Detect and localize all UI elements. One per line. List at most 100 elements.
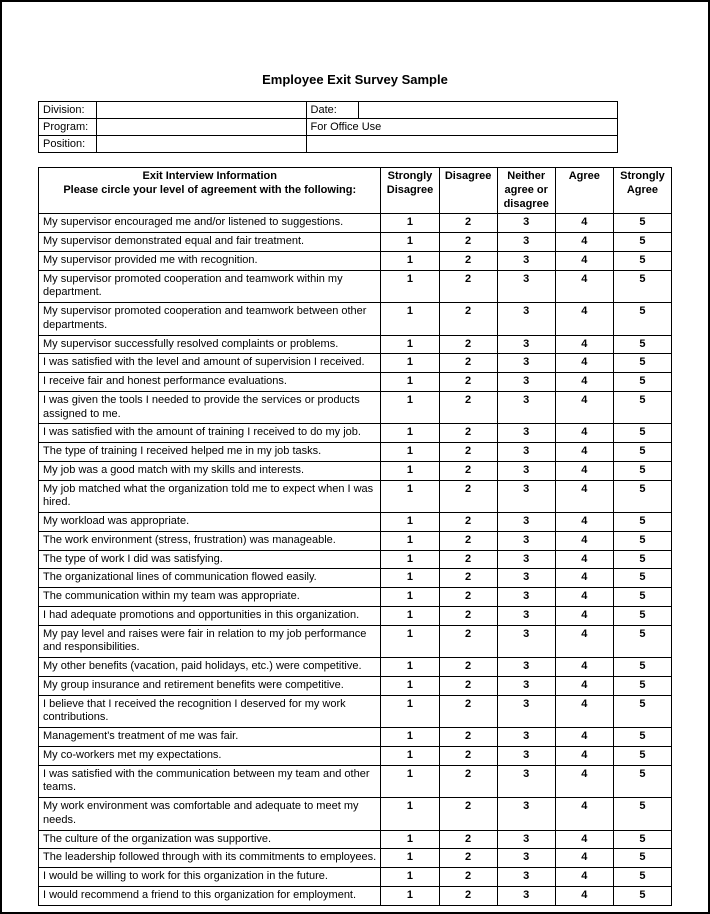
score-cell[interactable]: 3 [497,695,555,728]
score-cell[interactable]: 2 [439,868,497,887]
score-cell[interactable]: 3 [497,830,555,849]
score-cell[interactable]: 1 [381,728,439,747]
score-cell[interactable]: 3 [497,658,555,677]
score-cell[interactable]: 1 [381,569,439,588]
score-cell[interactable]: 4 [555,461,613,480]
score-cell[interactable]: 5 [613,391,671,424]
score-cell[interactable]: 5 [613,550,671,569]
score-cell[interactable]: 4 [555,606,613,625]
score-cell[interactable]: 3 [497,303,555,336]
score-cell[interactable]: 2 [439,270,497,303]
score-cell[interactable]: 3 [497,765,555,798]
score-cell[interactable]: 5 [613,335,671,354]
score-cell[interactable]: 2 [439,676,497,695]
score-cell[interactable]: 5 [613,588,671,607]
score-cell[interactable]: 4 [555,480,613,513]
score-cell[interactable]: 5 [613,531,671,550]
score-cell[interactable]: 4 [555,658,613,677]
score-cell[interactable]: 4 [555,886,613,905]
score-cell[interactable]: 4 [555,868,613,887]
score-cell[interactable]: 2 [439,354,497,373]
score-cell[interactable]: 4 [555,550,613,569]
score-cell[interactable]: 5 [613,606,671,625]
score-cell[interactable]: 2 [439,443,497,462]
score-cell[interactable]: 5 [613,214,671,233]
score-cell[interactable]: 1 [381,886,439,905]
score-cell[interactable]: 5 [613,849,671,868]
score-cell[interactable]: 3 [497,728,555,747]
score-cell[interactable]: 4 [555,676,613,695]
score-cell[interactable]: 3 [497,531,555,550]
score-cell[interactable]: 2 [439,765,497,798]
score-cell[interactable]: 4 [555,354,613,373]
score-cell[interactable]: 1 [381,303,439,336]
score-cell[interactable]: 5 [613,461,671,480]
score-cell[interactable]: 2 [439,391,497,424]
score-cell[interactable]: 1 [381,550,439,569]
score-cell[interactable]: 3 [497,625,555,658]
score-cell[interactable]: 1 [381,373,439,392]
score-cell[interactable]: 3 [497,214,555,233]
score-cell[interactable]: 4 [555,303,613,336]
score-cell[interactable]: 1 [381,765,439,798]
score-cell[interactable]: 1 [381,830,439,849]
score-cell[interactable]: 2 [439,849,497,868]
score-cell[interactable]: 3 [497,550,555,569]
score-cell[interactable]: 5 [613,868,671,887]
score-cell[interactable]: 4 [555,569,613,588]
score-cell[interactable]: 1 [381,335,439,354]
score-cell[interactable]: 5 [613,695,671,728]
score-cell[interactable]: 3 [497,868,555,887]
score-cell[interactable]: 5 [613,886,671,905]
score-cell[interactable]: 2 [439,606,497,625]
score-cell[interactable]: 4 [555,531,613,550]
score-cell[interactable]: 3 [497,480,555,513]
score-cell[interactable]: 2 [439,335,497,354]
score-cell[interactable]: 5 [613,798,671,831]
score-cell[interactable]: 3 [497,373,555,392]
score-cell[interactable]: 4 [555,233,613,252]
score-cell[interactable]: 3 [497,251,555,270]
score-cell[interactable]: 3 [497,849,555,868]
score-cell[interactable]: 4 [555,251,613,270]
score-cell[interactable]: 1 [381,513,439,532]
score-cell[interactable]: 4 [555,728,613,747]
score-cell[interactable]: 2 [439,550,497,569]
score-cell[interactable]: 1 [381,270,439,303]
score-cell[interactable]: 1 [381,480,439,513]
score-cell[interactable]: 5 [613,625,671,658]
score-cell[interactable]: 2 [439,233,497,252]
score-cell[interactable]: 1 [381,588,439,607]
score-cell[interactable]: 2 [439,625,497,658]
score-cell[interactable]: 5 [613,251,671,270]
score-cell[interactable]: 2 [439,658,497,677]
score-cell[interactable]: 1 [381,391,439,424]
score-cell[interactable]: 2 [439,461,497,480]
score-cell[interactable]: 1 [381,214,439,233]
score-cell[interactable]: 2 [439,886,497,905]
score-cell[interactable]: 2 [439,830,497,849]
score-cell[interactable]: 3 [497,391,555,424]
score-cell[interactable]: 2 [439,480,497,513]
score-cell[interactable]: 3 [497,270,555,303]
program-value[interactable] [96,119,306,136]
score-cell[interactable]: 2 [439,531,497,550]
score-cell[interactable]: 3 [497,443,555,462]
score-cell[interactable]: 5 [613,765,671,798]
score-cell[interactable]: 1 [381,606,439,625]
score-cell[interactable]: 2 [439,588,497,607]
score-cell[interactable]: 5 [613,513,671,532]
score-cell[interactable]: 3 [497,569,555,588]
score-cell[interactable]: 4 [555,214,613,233]
score-cell[interactable]: 2 [439,373,497,392]
score-cell[interactable]: 5 [613,443,671,462]
score-cell[interactable]: 5 [613,676,671,695]
score-cell[interactable]: 3 [497,798,555,831]
score-cell[interactable]: 3 [497,588,555,607]
score-cell[interactable]: 2 [439,798,497,831]
score-cell[interactable]: 5 [613,480,671,513]
score-cell[interactable]: 2 [439,746,497,765]
score-cell[interactable]: 5 [613,728,671,747]
score-cell[interactable]: 4 [555,443,613,462]
score-cell[interactable]: 4 [555,625,613,658]
